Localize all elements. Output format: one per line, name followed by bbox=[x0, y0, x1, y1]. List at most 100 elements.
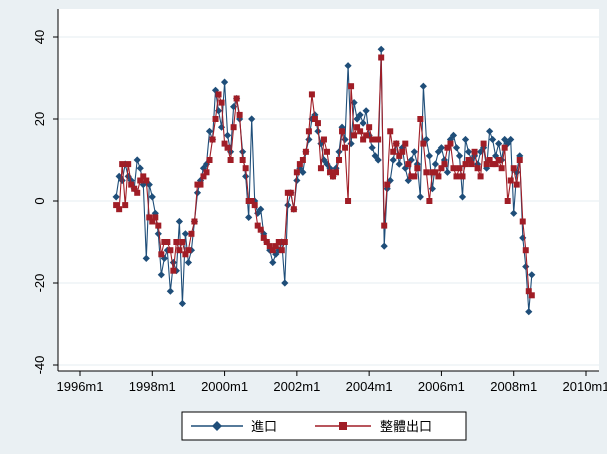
data-point-exports bbox=[164, 239, 171, 245]
data-point-exports bbox=[336, 157, 343, 163]
data-point-imports bbox=[495, 140, 503, 148]
data-point-exports bbox=[113, 202, 120, 209]
data-point-imports bbox=[350, 99, 358, 107]
data-point-exports bbox=[477, 173, 484, 180]
x-tick-label: 2000m1 bbox=[201, 379, 248, 394]
data-point-exports bbox=[143, 177, 150, 184]
data-point-exports bbox=[375, 136, 382, 143]
data-point-exports bbox=[423, 169, 430, 176]
data-point-exports bbox=[122, 202, 129, 209]
data-point-imports bbox=[353, 115, 361, 123]
data-point-imports bbox=[335, 148, 343, 156]
data-point-exports bbox=[405, 161, 412, 168]
x-tick-label: 2008m1 bbox=[490, 379, 537, 394]
data-point-exports bbox=[326, 169, 333, 176]
data-point-exports bbox=[516, 157, 523, 163]
data-point-exports bbox=[357, 128, 364, 135]
data-point-exports bbox=[242, 165, 249, 172]
data-point-imports bbox=[507, 135, 515, 144]
data-point-exports bbox=[345, 198, 352, 204]
data-point-imports bbox=[257, 205, 265, 213]
data-point-exports bbox=[342, 144, 349, 151]
data-point-exports bbox=[236, 111, 243, 118]
data-point-exports bbox=[146, 214, 153, 221]
data-point-imports bbox=[136, 164, 144, 172]
data-point-imports bbox=[359, 119, 367, 127]
data-point-exports bbox=[302, 148, 309, 155]
data-point-imports bbox=[374, 156, 382, 164]
data-point-exports bbox=[131, 185, 138, 192]
data-point-exports bbox=[489, 161, 496, 168]
data-point-exports bbox=[420, 140, 427, 147]
data-point-exports bbox=[296, 161, 303, 168]
x-tick-label: 2002m1 bbox=[273, 379, 320, 394]
data-point-exports bbox=[471, 148, 478, 155]
data-point-exports bbox=[354, 124, 361, 131]
data-point-exports bbox=[137, 177, 144, 184]
data-point-exports bbox=[519, 218, 526, 225]
data-point-exports bbox=[495, 157, 502, 163]
data-point-exports bbox=[414, 165, 421, 172]
data-point-imports bbox=[220, 78, 229, 86]
data-point-exports bbox=[390, 148, 397, 155]
data-point-exports bbox=[323, 148, 330, 155]
data-point-exports bbox=[278, 247, 285, 254]
data-point-imports bbox=[365, 131, 373, 139]
data-point-exports bbox=[363, 132, 370, 139]
x-tick-label: 2006m1 bbox=[418, 379, 465, 394]
data-point-imports bbox=[437, 144, 446, 152]
data-point-exports bbox=[119, 161, 126, 168]
data-point-exports bbox=[128, 181, 135, 188]
data-point-imports bbox=[419, 82, 427, 90]
data-point-exports bbox=[239, 157, 246, 163]
data-point-imports bbox=[184, 258, 193, 267]
data-point-imports bbox=[522, 263, 530, 271]
data-point-imports bbox=[489, 135, 497, 144]
data-point-exports bbox=[387, 128, 394, 135]
data-point-imports bbox=[245, 213, 253, 221]
data-point-exports bbox=[393, 140, 400, 147]
data-point-imports bbox=[452, 144, 461, 152]
data-point-exports bbox=[224, 144, 231, 151]
data-point-exports bbox=[152, 214, 159, 221]
data-point-exports bbox=[209, 136, 216, 143]
data-point-imports bbox=[308, 115, 316, 123]
data-point-exports bbox=[399, 148, 406, 155]
data-point-exports bbox=[305, 128, 312, 135]
data-point-imports bbox=[458, 193, 467, 201]
data-point-exports bbox=[167, 247, 174, 254]
data-point-exports bbox=[281, 239, 288, 245]
x-tick-label: 1998m1 bbox=[129, 379, 176, 394]
data-point-exports bbox=[245, 198, 252, 204]
data-point-imports bbox=[296, 164, 304, 172]
data-point-imports bbox=[193, 189, 202, 197]
data-point-imports bbox=[148, 193, 156, 201]
data-point-exports bbox=[378, 54, 385, 61]
data-point-imports bbox=[395, 160, 403, 168]
data-point-exports bbox=[465, 157, 472, 163]
data-point-exports bbox=[426, 198, 433, 204]
data-point-exports bbox=[206, 157, 213, 163]
data-point-imports bbox=[389, 156, 397, 164]
data-point-exports bbox=[330, 173, 336, 180]
data-point-imports bbox=[510, 209, 518, 217]
y-tick-label: 0 bbox=[32, 197, 47, 204]
data-point-exports bbox=[251, 202, 258, 209]
data-point-exports bbox=[456, 165, 463, 172]
axes: -40 -20 0 20 40 1996m1 1998m1 2000m1 2002m1 2004m… bbox=[32, 9, 607, 394]
data-point-imports bbox=[248, 115, 256, 123]
data-point-exports bbox=[266, 243, 273, 250]
data-point-exports bbox=[459, 173, 466, 180]
data-point-imports bbox=[166, 287, 174, 295]
data-point-imports bbox=[377, 45, 385, 53]
data-point-exports bbox=[453, 173, 460, 180]
data-point-exports bbox=[203, 169, 210, 176]
data-point-imports bbox=[422, 135, 430, 144]
data-point-exports bbox=[441, 161, 448, 168]
data-point-imports bbox=[362, 107, 370, 115]
data-point-exports bbox=[486, 157, 493, 163]
data-point-exports bbox=[402, 140, 409, 147]
data-point-exports bbox=[158, 251, 165, 258]
data-point-exports bbox=[513, 181, 520, 188]
data-point-exports bbox=[528, 292, 535, 299]
